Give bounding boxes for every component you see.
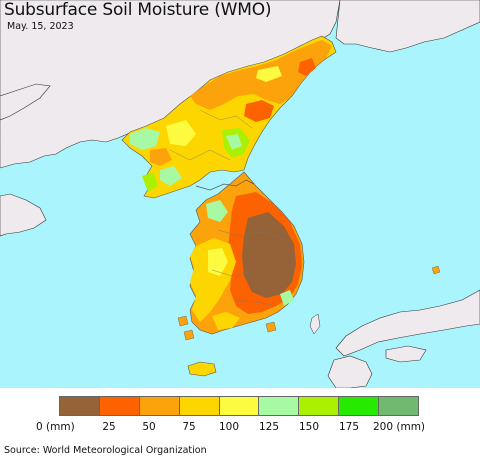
nk-orange-west (150, 148, 172, 166)
nk-light-green-2 (226, 134, 242, 150)
nk-yellow-1 (256, 66, 282, 82)
japan-kyushu (327, 355, 373, 388)
nk-lime-2 (142, 172, 158, 192)
sk-gold-south (212, 312, 240, 330)
legend-swatch-4 (218, 397, 259, 415)
russia-coast (335, 0, 480, 53)
legend-swatch-6 (298, 397, 339, 415)
source-credit: Source: World Meteorological Organizatio… (4, 445, 207, 456)
dmz-border (195, 179, 255, 191)
nk-yellow-2 (166, 120, 196, 146)
legend-label-4: 100 (218, 421, 240, 433)
legend-label-1: 25 (102, 421, 116, 433)
legend-swatch-5 (258, 397, 299, 415)
legend-colorbar (59, 396, 419, 416)
province-borders (169, 109, 287, 307)
nk-dark-orange-1 (244, 100, 274, 122)
legend-swatch-1 (98, 397, 139, 415)
japan-shikoku (385, 345, 427, 363)
southern-islands (177, 315, 277, 341)
shandong-peninsula (0, 193, 47, 237)
ulleung-island (431, 265, 441, 275)
liaodong-peninsula (0, 83, 51, 121)
legend-label-5: 125 (258, 421, 280, 433)
legend-swatch-0 (60, 397, 99, 415)
sk-light-green-nw (206, 200, 228, 222)
map-title: Subsurface Soil Moisture (WMO) (4, 0, 272, 20)
nk-light-green-1 (130, 128, 160, 150)
nk-dark-orange-2 (298, 58, 316, 76)
map-date: May. 15, 2023 (7, 21, 74, 32)
nk-light-green-3 (160, 166, 182, 186)
japan-honshu (335, 289, 480, 357)
jeju-island (187, 361, 217, 377)
legend-label-6: 150 (298, 421, 320, 433)
legend-swatch-3 (178, 397, 219, 415)
sk-light-green-se (280, 290, 294, 306)
legend-label-8: 200 (mm) (372, 421, 426, 433)
legend-swatch-2 (138, 397, 179, 415)
legend-swatch-8 (378, 397, 419, 415)
legend-label-3: 75 (182, 421, 196, 433)
legend-swatch-7 (338, 397, 379, 415)
legend-label-0: 0 (mm) (36, 421, 75, 433)
legend-labels: 0 (mm) 25 50 75 100 125 150 175 200 (mm) (0, 421, 480, 435)
legend-label-7: 175 (338, 421, 360, 433)
legend-label-2: 50 (142, 421, 156, 433)
sk-yellow-west (208, 248, 228, 276)
soil-moisture-map (0, 0, 480, 388)
sk-brown (242, 212, 296, 298)
tsushima-island (309, 313, 321, 335)
